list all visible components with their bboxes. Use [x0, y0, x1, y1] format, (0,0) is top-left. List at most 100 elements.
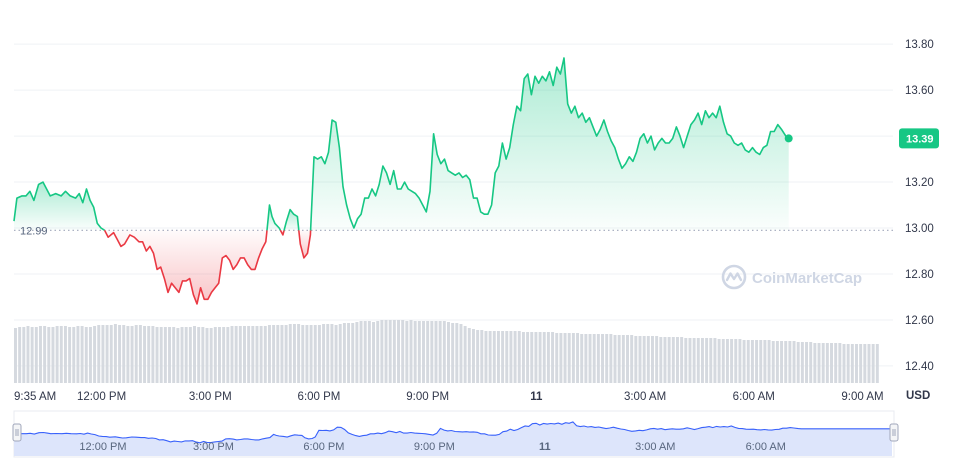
volume-bar	[746, 340, 750, 383]
volume-bar	[363, 321, 367, 383]
volume-bar	[372, 322, 376, 383]
volume-bar	[501, 331, 505, 383]
volume-bar	[380, 320, 384, 383]
price-line-above	[283, 208, 300, 231]
volume-bar	[580, 334, 584, 383]
area-above-reference	[310, 58, 789, 231]
volume-bar	[288, 324, 292, 383]
watermark-text: CoinMarketCap	[752, 270, 862, 287]
volume-bar	[621, 335, 625, 383]
price-lines	[13, 57, 790, 305]
navigator-line	[13, 421, 892, 444]
navigator-tick-label: 6:00 PM	[303, 441, 344, 453]
volume-bar	[292, 324, 296, 383]
volume-bar	[213, 327, 217, 383]
volume-bar	[451, 323, 455, 383]
volume-bar	[172, 327, 176, 383]
volume-bar	[76, 326, 80, 383]
volume-bar	[692, 338, 696, 383]
volume-bar	[151, 326, 155, 383]
volume-bar	[484, 331, 488, 383]
volume-bar	[259, 326, 263, 383]
volume-bar	[193, 326, 196, 383]
volume-bar	[871, 344, 875, 383]
volume-bar	[551, 332, 555, 383]
volume-bar	[476, 330, 480, 383]
volume-bar	[763, 340, 767, 383]
volume-bar	[392, 320, 396, 383]
volume-bar	[634, 336, 638, 383]
volume-bar	[80, 326, 84, 383]
volume-bar	[509, 331, 513, 383]
volume-bar	[51, 327, 55, 383]
volume-bar	[176, 328, 180, 383]
navigator-right-handle[interactable]	[889, 423, 899, 442]
volume-bar	[413, 321, 417, 383]
volume-bar	[355, 322, 359, 383]
volume-bar	[784, 341, 788, 383]
reference-label: 12.99	[20, 225, 48, 237]
volume-bar	[717, 339, 721, 383]
volume-bar	[463, 326, 467, 383]
y-tick-label: 12.40	[905, 361, 934, 373]
volume-bar	[330, 324, 334, 383]
volume-bar	[109, 325, 113, 383]
y-tick-label: 12.60	[905, 315, 934, 327]
volume-bar	[38, 326, 42, 383]
volume-bar	[230, 326, 234, 383]
x-tick-label: 3:00 AM	[624, 391, 666, 403]
volume-bar	[30, 327, 34, 383]
y-unit-label: USD	[906, 390, 930, 402]
volume-bar	[563, 333, 567, 383]
volume-bar	[342, 323, 346, 383]
volume-bar	[455, 323, 459, 383]
volume-bar	[242, 326, 246, 383]
volume-bar	[267, 325, 271, 383]
current-price-dot	[784, 134, 793, 143]
volume-bar	[226, 327, 230, 383]
volume-bar	[867, 344, 871, 383]
range-navigator[interactable]: 12:00 PM 3:00 PM 6:00 PM 9:00 PM 11 3:00 AM 6:…	[12, 410, 899, 458]
navigator-tick-label: 6:00 AM	[746, 441, 786, 453]
volume-bar	[422, 321, 425, 383]
volume-bar	[247, 326, 251, 383]
volume-bar	[626, 335, 629, 383]
volume-bar	[809, 342, 813, 383]
volume-bar	[113, 324, 117, 383]
volume-bar	[101, 325, 105, 383]
volume-bar	[276, 325, 280, 383]
volume-bar	[97, 325, 101, 383]
volume-bar	[105, 325, 109, 383]
volume-bar	[405, 321, 409, 383]
price-line-below	[298, 230, 312, 259]
volume-bar	[613, 335, 617, 383]
volume-bar	[180, 327, 184, 383]
volume-bar	[434, 321, 438, 383]
y-tick-label: 13.60	[905, 85, 934, 97]
volume-bar	[609, 334, 613, 383]
volume-bar	[796, 342, 800, 383]
volume-bar	[638, 336, 642, 383]
volume-bar	[22, 327, 26, 383]
volume-bar	[813, 343, 817, 383]
volume-bar	[642, 336, 646, 383]
volume-bar	[447, 322, 450, 383]
price-line-below	[279, 229, 285, 236]
y-tick-label: 13.20	[905, 177, 934, 189]
volume-bar	[163, 327, 167, 383]
volume-bar	[576, 333, 580, 383]
volume-bar	[601, 334, 605, 383]
volume-bar	[322, 324, 326, 383]
volume-bar	[88, 327, 92, 383]
volume-bar	[534, 332, 538, 383]
volume-bar	[263, 326, 267, 383]
navigator-left-handle[interactable]	[12, 423, 22, 442]
volume-bar	[646, 336, 650, 383]
volume-bar	[301, 325, 305, 383]
volume-bar	[59, 326, 63, 383]
volume-bar	[168, 327, 172, 383]
volume-bar	[18, 327, 22, 383]
volume-bar	[26, 326, 30, 383]
